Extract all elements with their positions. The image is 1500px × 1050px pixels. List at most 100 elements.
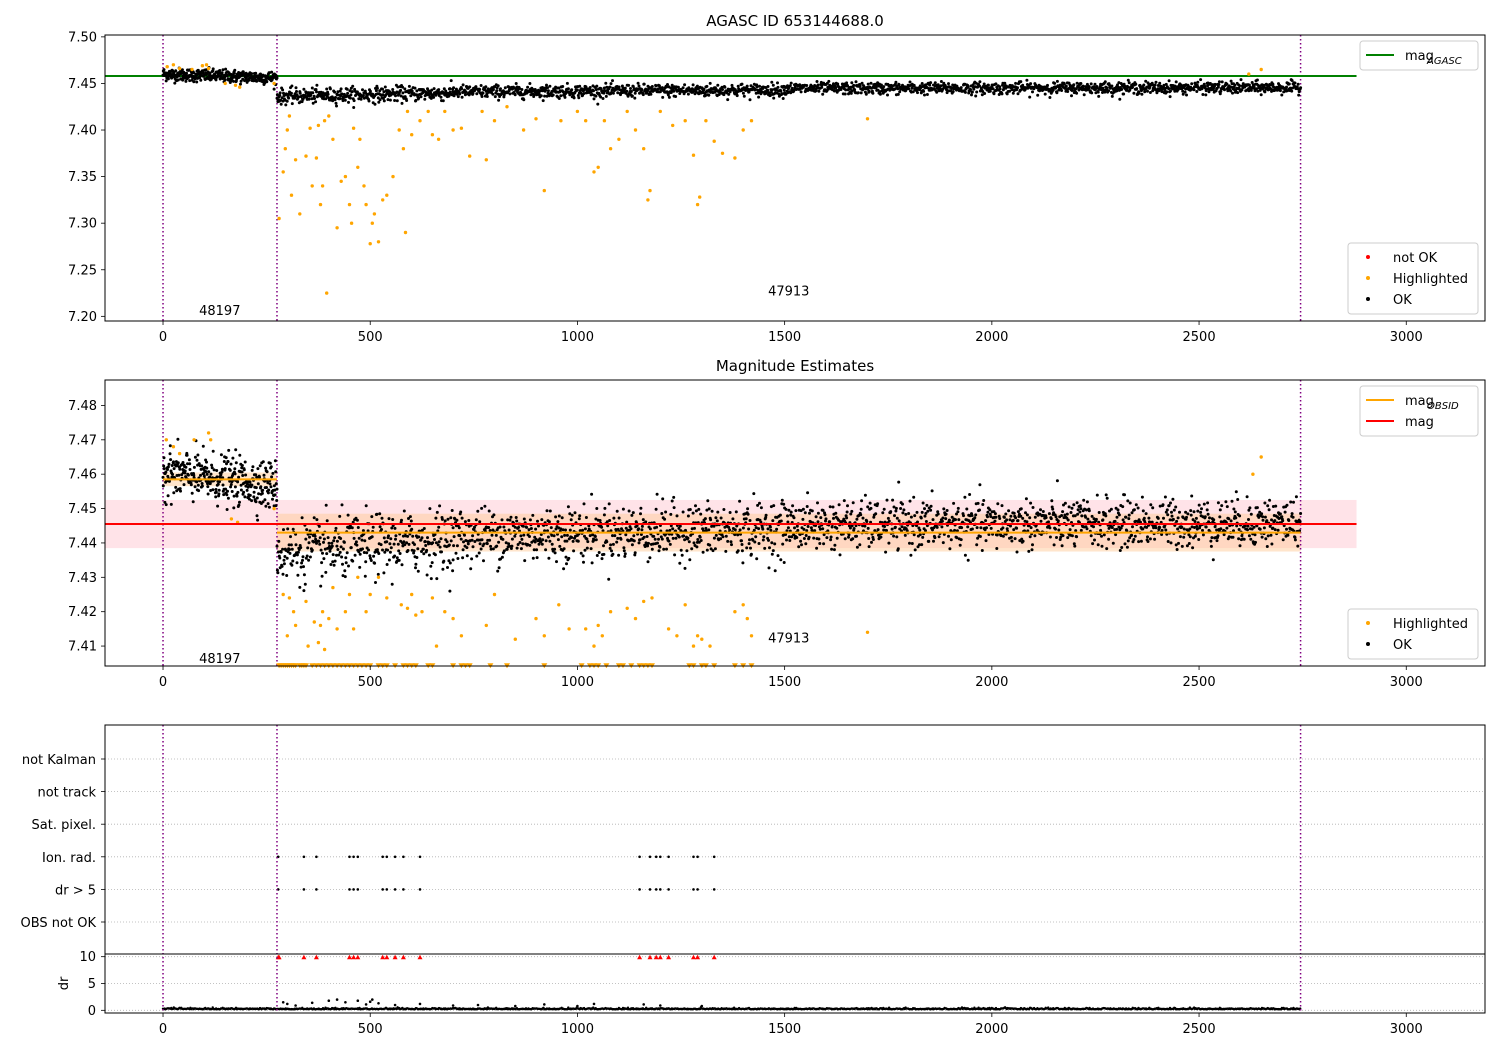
ok-point — [508, 92, 512, 96]
ok-point — [513, 525, 517, 529]
x-tick-label: 0 — [159, 330, 167, 345]
ok-point — [579, 551, 583, 555]
ok-point — [513, 534, 517, 538]
ok-point — [229, 483, 233, 486]
ok-point — [1067, 505, 1071, 509]
ok-point — [191, 500, 195, 504]
ok-point — [1151, 506, 1155, 510]
y-tick-label: 7.30 — [68, 217, 97, 232]
ok-point — [270, 475, 274, 479]
ok-point — [1070, 534, 1074, 538]
ok-point — [948, 547, 952, 551]
ok-point — [930, 489, 934, 493]
ok-point — [274, 504, 278, 508]
ok-point — [299, 546, 303, 550]
ok-point — [163, 500, 167, 504]
ok-point — [406, 549, 410, 552]
ok-point — [633, 96, 637, 100]
ok-point — [982, 82, 986, 86]
ok-point — [438, 545, 442, 549]
ok-point — [1144, 79, 1148, 83]
ok-point — [263, 498, 267, 502]
ok-point — [596, 102, 600, 106]
ok-point — [925, 503, 929, 507]
ok-point — [341, 562, 344, 566]
ok-point — [274, 470, 278, 474]
ok-point — [475, 92, 479, 96]
ok-point — [1127, 513, 1131, 517]
ok-point — [1140, 495, 1144, 499]
ok-point — [1030, 548, 1034, 552]
ok-point — [321, 532, 325, 536]
ok-point — [375, 512, 379, 516]
ok-point — [762, 535, 766, 539]
ok-point — [479, 547, 483, 551]
highlighted-point — [376, 240, 381, 244]
ok-point — [290, 102, 294, 106]
highlighted-point — [403, 230, 408, 235]
ok-point — [874, 86, 878, 90]
ok-point — [188, 79, 192, 83]
ok-point — [528, 82, 532, 85]
ok-point — [190, 491, 194, 495]
ok-point — [427, 553, 431, 557]
ok-point — [589, 547, 593, 551]
ok-point — [561, 90, 565, 94]
ok-point — [978, 80, 982, 84]
ok-point — [719, 537, 723, 541]
ok-point — [918, 533, 922, 537]
highlighted-point — [410, 133, 414, 137]
ok-point — [1031, 506, 1035, 509]
ok-point — [174, 485, 178, 489]
ok-point — [210, 463, 214, 467]
ok-point — [539, 94, 543, 98]
highlighted-point — [331, 137, 335, 141]
ok-point — [282, 562, 286, 566]
ok-point — [278, 91, 282, 95]
ok-point — [449, 79, 453, 83]
ok-point — [933, 81, 937, 85]
ok-point — [603, 506, 607, 510]
ok-point — [1002, 515, 1006, 519]
ok-point — [231, 456, 235, 460]
ok-point — [878, 92, 882, 96]
ok-point — [601, 97, 605, 100]
ok-point — [814, 515, 818, 519]
ok-point — [267, 488, 271, 492]
legend-label: Highlighted — [1393, 272, 1468, 287]
ok-point — [960, 526, 964, 530]
ok-point — [180, 68, 184, 72]
ok-point — [749, 546, 752, 550]
ok-point — [1120, 546, 1124, 549]
ok-point — [976, 536, 980, 540]
ok-point — [863, 524, 867, 528]
ok-point — [465, 554, 469, 558]
ok-point — [788, 84, 792, 88]
ok-point — [275, 568, 279, 572]
ok-point — [769, 505, 773, 509]
ok-point — [208, 475, 212, 479]
ok-point — [535, 556, 539, 560]
ok-point — [835, 526, 839, 530]
ok-point — [402, 540, 406, 544]
ok-point — [1092, 525, 1095, 529]
highlighted-point — [272, 81, 276, 86]
ok-point — [456, 557, 460, 560]
ok-point — [754, 535, 758, 539]
ok-point — [742, 94, 746, 98]
ok-point — [578, 514, 582, 518]
ok-point — [842, 84, 846, 88]
ok-point — [339, 537, 343, 540]
ok-point — [966, 558, 970, 562]
ok-point — [1029, 526, 1033, 530]
ok-point — [691, 511, 695, 515]
ok-point — [196, 68, 200, 72]
ok-point — [489, 544, 493, 548]
ok-point — [582, 560, 585, 564]
ok-point — [602, 513, 606, 517]
ok-point — [982, 499, 986, 502]
ok-point — [816, 520, 820, 524]
ok-point — [223, 75, 227, 79]
ok-point — [508, 544, 511, 548]
ok-point — [921, 501, 925, 505]
